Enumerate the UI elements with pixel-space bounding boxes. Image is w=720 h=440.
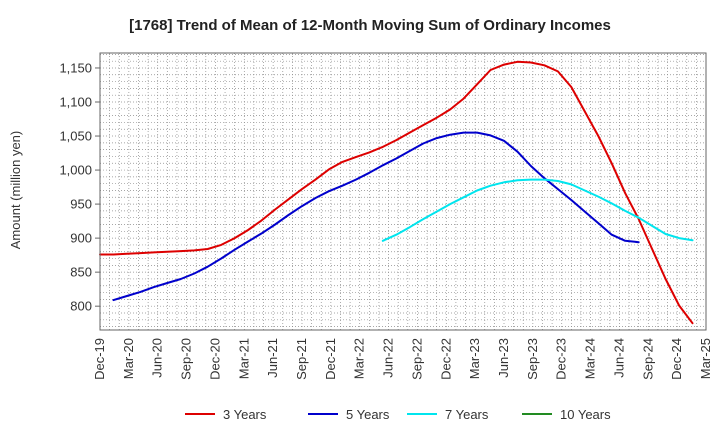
y-tick-label: 850 xyxy=(70,265,92,280)
chart-title: [1768] Trend of Mean of 12-Month Moving … xyxy=(129,17,611,34)
x-tick-label: Mar-23 xyxy=(467,338,482,379)
legend-label: 7 Years xyxy=(445,407,489,422)
x-tick-label: Mar-21 xyxy=(236,338,251,379)
x-tick-label: Dec-22 xyxy=(438,338,453,380)
y-axis-ticks: 800 850 900 950 1,000 1,050 1,100 1,150 xyxy=(59,60,100,314)
y-tick-label: 800 xyxy=(70,299,92,314)
x-tick-label: Jun-23 xyxy=(496,338,511,378)
x-tick-label: Dec-21 xyxy=(323,338,338,380)
x-tick-label: Sep-22 xyxy=(409,338,424,380)
x-tick-label: Sep-23 xyxy=(525,338,540,380)
grid xyxy=(100,53,706,330)
y-axis-label: Amount (million yen) xyxy=(8,131,23,250)
plot-area xyxy=(99,52,707,331)
series-line-3-years xyxy=(99,60,694,325)
x-tick-label: Jun-21 xyxy=(265,338,280,378)
x-tick-label: Mar-25 xyxy=(698,338,713,379)
x-axis-ticks: Dec-19 Mar-20 Jun-20 Sep-20 Dec-20 Mar-21 Jun-… xyxy=(92,338,713,380)
x-tick-label: Mar-20 xyxy=(121,338,136,379)
y-tick-label: 1,000 xyxy=(59,163,92,178)
x-tick-label: Dec-19 xyxy=(92,338,107,380)
x-tick-label: Jun-24 xyxy=(611,338,626,378)
y-tick-label: 950 xyxy=(70,197,92,212)
legend-label: 5 Years xyxy=(346,407,390,422)
y-tick-label: 1,150 xyxy=(59,60,92,75)
x-tick-label: Mar-24 xyxy=(583,338,598,379)
legend-label: 10 Years xyxy=(560,407,611,422)
y-tick-label: 900 xyxy=(70,231,92,246)
legend: 3 Years 5 Years 7 Years 10 Years xyxy=(185,407,611,422)
x-tick-label: Jun-22 xyxy=(381,338,396,378)
series-line-7-years xyxy=(381,178,694,242)
series-group xyxy=(99,60,694,325)
x-tick-label: Sep-24 xyxy=(640,338,655,380)
legend-label: 3 Years xyxy=(223,407,267,422)
series-line-5-years xyxy=(112,131,640,302)
x-tick-label: Dec-20 xyxy=(207,338,222,380)
x-tick-label: Mar-22 xyxy=(352,338,367,379)
x-tick-label: Jun-20 xyxy=(150,338,165,378)
x-tick-label: Sep-21 xyxy=(294,338,309,380)
y-tick-label: 1,050 xyxy=(59,129,92,144)
x-tick-label: Dec-23 xyxy=(554,338,569,380)
x-tick-label: Dec-24 xyxy=(669,338,684,380)
x-tick-label: Sep-20 xyxy=(179,338,194,380)
y-tick-label: 1,100 xyxy=(59,95,92,110)
